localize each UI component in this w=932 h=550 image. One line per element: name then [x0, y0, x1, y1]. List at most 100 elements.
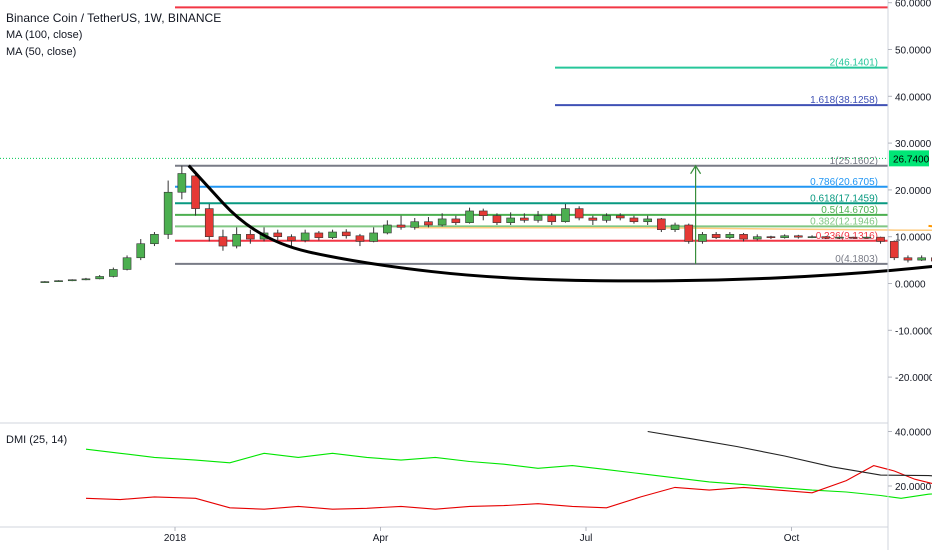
candle-body: [218, 236, 228, 247]
candle: [465, 207, 474, 224]
chart-legend: Binance Coin / TetherUS, 1W, BINANCE MA …: [6, 10, 221, 61]
candle-body: [177, 173, 187, 193]
time-axis[interactable]: 2018AprJulOct2019AprJulOct2020AprJul: [164, 527, 932, 544]
price-axis-label: 60.0000: [895, 0, 932, 10]
drawing-annotations: [187, 164, 932, 283]
candle-body: [629, 217, 639, 223]
candle: [698, 232, 707, 244]
candle: [876, 236, 885, 244]
candle: [287, 234, 296, 247]
candle-body: [355, 235, 365, 242]
candle-body: [848, 236, 858, 239]
candle: [506, 212, 515, 225]
candle: [273, 229, 283, 240]
last-price-tag: 26.7400: [889, 150, 930, 167]
price-axis-label: 40.0000: [895, 92, 932, 103]
candle-body: [766, 236, 776, 238]
fib-level-label: 0(4.1803): [835, 254, 878, 265]
indicator-ma50[interactable]: MA (50, close): [6, 46, 77, 58]
candle: [383, 220, 392, 235]
candle-body: [835, 236, 844, 239]
candle-body: [752, 236, 762, 240]
candle-body: [109, 269, 118, 277]
fib-level-label: 0.5(14.6703): [821, 205, 878, 216]
time-axis-label: Jul: [580, 533, 593, 544]
candle: [177, 165, 187, 200]
candle: [917, 255, 926, 262]
price-axis[interactable]: 60.0000 50.0000 40.0000 30.0000 20.0000 10.00…: [888, 0, 932, 384]
fib-level-label: 0.236(9.1316): [816, 231, 878, 242]
indicator-ma100[interactable]: MA (100, close): [6, 29, 83, 41]
candle: [725, 232, 735, 240]
candle: [657, 217, 666, 233]
fib-level-label: 0.786(20.6705): [810, 177, 878, 188]
candle: [684, 223, 694, 244]
candle: [410, 217, 420, 230]
candle: [643, 215, 652, 225]
candle-body: [204, 208, 214, 237]
candle-body: [191, 175, 200, 209]
candle-body: [246, 234, 255, 240]
candle: [903, 255, 913, 263]
price-axis-label: 20.0000: [895, 186, 932, 197]
candle: [848, 236, 858, 239]
candle: [492, 213, 502, 225]
candle-body: [657, 218, 666, 230]
symbol-title[interactable]: Binance Coin / TetherUS, 1W, BINANCE: [6, 11, 222, 25]
candle-body: [492, 215, 502, 223]
candle: [355, 233, 365, 247]
price-axis-label: 50.0000: [895, 46, 932, 57]
candle: [615, 213, 625, 221]
candle: [396, 215, 406, 230]
candle: [191, 171, 200, 216]
adx-line: [647, 430, 932, 477]
price-axis-label: 10.0000: [895, 233, 932, 244]
candle-body: [520, 217, 529, 221]
candle-body: [396, 224, 406, 228]
candle-body: [533, 215, 543, 221]
candle-body: [95, 276, 104, 280]
candle-body: [615, 215, 625, 219]
candle: [218, 229, 228, 251]
candle-body: [807, 236, 817, 238]
candle-body: [341, 231, 351, 237]
candle-body: [465, 210, 474, 223]
candle-body: [451, 218, 461, 223]
candle-body: [561, 208, 570, 223]
candle-body: [328, 231, 337, 238]
candle: [478, 208, 488, 221]
candle-body: [369, 232, 378, 242]
target-arrow-head: [690, 164, 702, 175]
time-axis-label: Apr: [373, 533, 389, 544]
indicator-dmi[interactable]: DMI (25, 14): [6, 434, 68, 446]
candle: [711, 232, 721, 240]
candle-body: [410, 221, 420, 228]
cup-curve: [187, 164, 932, 283]
candle: [81, 277, 91, 281]
candle: [163, 180, 173, 240]
fib-level-label: 1.618(38.1258): [810, 95, 878, 106]
moving-averages: [414, 224, 932, 231]
fib-level-label: 0.618(17.1459): [810, 193, 878, 204]
candle-body: [136, 243, 146, 259]
dmi-axis[interactable]: 40.0000 20.0000: [888, 428, 932, 494]
ma50-line: [928, 224, 932, 228]
candle: [807, 235, 817, 239]
candle: [300, 229, 310, 243]
candle: [232, 227, 241, 249]
dmi-plus-line: [85, 448, 932, 499]
candle-body: [725, 234, 735, 238]
candle: [752, 234, 762, 241]
candle: [629, 215, 639, 224]
dmi-panel-lines: [85, 430, 932, 510]
candle-body: [903, 257, 913, 261]
price-axis-label: -20.0000: [895, 373, 932, 384]
dmi-minus-line: [85, 465, 932, 510]
candle-body: [437, 218, 447, 226]
candle: [766, 235, 776, 240]
candle: [341, 229, 351, 239]
candle: [547, 213, 557, 225]
candle: [246, 229, 255, 244]
candle: [369, 227, 378, 243]
